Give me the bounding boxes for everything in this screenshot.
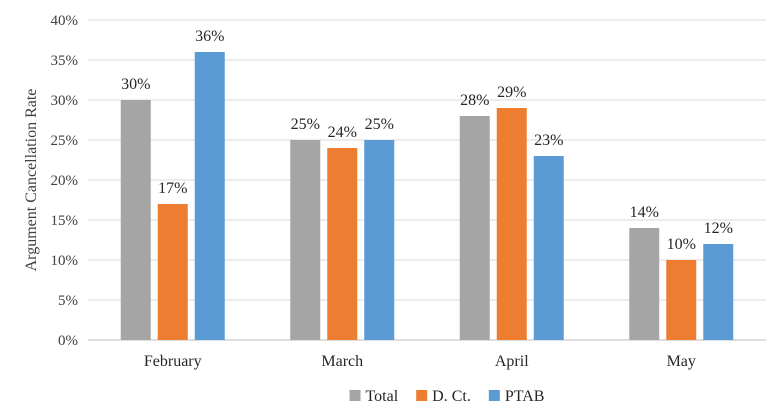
bar-total-may (629, 228, 660, 340)
legend-swatch (416, 390, 428, 401)
x-category-label: February (144, 353, 202, 370)
y-tick-label: 40% (51, 13, 79, 29)
y-tick-label: 0% (58, 333, 78, 349)
y-tick-label: 35% (51, 53, 79, 69)
y-tick-label: 20% (51, 173, 79, 189)
data-label: 28% (460, 92, 489, 109)
bar-total-march (290, 140, 321, 340)
legend-item-total: Total (349, 388, 399, 405)
legend-swatch (488, 390, 500, 401)
data-label: 17% (158, 180, 187, 197)
y-tick-label: 15% (51, 213, 79, 229)
bar-d-ct-march (327, 148, 358, 340)
x-category-label: March (321, 353, 363, 370)
gridlines (88, 19, 766, 341)
legend: Total D. Ct. PTAB (349, 388, 545, 405)
bar-d-ct-february (157, 204, 188, 340)
x-axis-categories: February March April May (144, 353, 696, 370)
y-axis-ticks: 0% 5% 10% 15% 20% 25% 30% 35% 40% (51, 13, 79, 349)
bar-d-ct-april (496, 108, 527, 340)
bar-ptab-march (364, 140, 395, 340)
x-category-label: May (667, 353, 696, 370)
data-label: 14% (630, 204, 659, 221)
data-label: 36% (195, 28, 224, 45)
legend-swatch (349, 390, 361, 401)
bar-ptab-february (194, 52, 225, 340)
data-labels: 30% 17% 36% 25% 24% 25% 28% 29% 23% 14% 10% 12% (121, 28, 733, 253)
data-label: 12% (704, 220, 733, 237)
data-label: 25% (365, 116, 394, 133)
bar-d-ct-may (666, 260, 697, 340)
y-axis-title: Argument Cancellation Rate (23, 89, 40, 272)
data-label: 25% (291, 116, 320, 133)
bars (120, 52, 734, 340)
legend-item-d-ct: D. Ct. (416, 388, 471, 405)
data-label: 30% (121, 76, 150, 93)
bar-ptab-april (533, 156, 564, 340)
x-category-label: April (495, 353, 529, 370)
legend-label: D. Ct. (432, 388, 471, 405)
y-tick-label: 25% (51, 133, 79, 149)
y-tick-label: 5% (58, 293, 78, 309)
legend-label: PTAB (505, 388, 545, 405)
legend-label: Total (366, 388, 399, 405)
data-label: 23% (534, 132, 563, 149)
bar-total-february (120, 100, 151, 340)
y-tick-label: 30% (51, 93, 79, 109)
bar-ptab-may (703, 244, 734, 340)
data-label: 29% (497, 84, 526, 101)
legend-item-ptab: PTAB (488, 388, 545, 405)
data-label: 24% (328, 124, 357, 141)
y-tick-label: 10% (51, 253, 79, 269)
bar-total-april (459, 116, 490, 340)
data-label: 10% (667, 236, 696, 253)
